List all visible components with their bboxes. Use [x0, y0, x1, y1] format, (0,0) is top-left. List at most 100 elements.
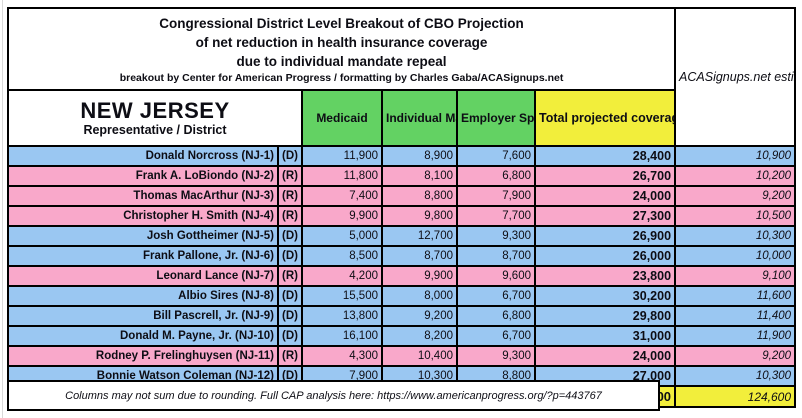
total-projected-cell: 24,000	[533, 345, 677, 367]
nj-cbo-table: Congressional District Level Breakout of…	[6, 7, 797, 408]
sp-estimate-cell: 10,200	[674, 165, 797, 187]
total-projected-header: Total projected coverage reduction as of…	[533, 89, 677, 147]
employer-sponsored-cell: 7,700	[456, 205, 536, 227]
employer-sponsored-cell: 9,600	[456, 265, 536, 287]
medicaid-cell: 5,000	[301, 225, 383, 247]
medicaid-cell: 11,900	[301, 145, 383, 167]
rep-party-cell: (D)	[277, 305, 303, 327]
medicaid-header: Medicaid	[301, 89, 383, 147]
employer-sponsored-cell: 6,700	[456, 325, 536, 347]
rep-name-cell: Albio Sires (NJ-8)	[7, 285, 279, 307]
individual-market-cell: 9,900	[381, 265, 458, 287]
sp-estimate-cell: 9,200	[674, 185, 797, 207]
title-line-1: Congressional District Level Breakout of…	[159, 15, 524, 31]
individual-market-header: Individual Market Insurance	[381, 89, 458, 147]
total-projected-cell: 27,300	[533, 205, 677, 227]
total-projected-cell: 26,700	[533, 165, 677, 187]
rep-party-cell: (D)	[277, 245, 303, 267]
district-row: Thomas MacArthur (NJ-3) (R) 7,400 8,800 …	[7, 185, 797, 207]
sheet-gridline	[2, 0, 3, 418]
district-row: Leonard Lance (NJ-7) (R) 4,200 9,900 9,6…	[7, 265, 797, 287]
title-line-2: of net reduction in health insurance cov…	[195, 34, 488, 50]
total-projected-cell: 28,400	[533, 145, 677, 167]
district-row: Christopher H. Smith (NJ-4) (R) 9,900 9,…	[7, 205, 797, 227]
sp-estimate-cell: 11,600	[674, 285, 797, 307]
rep-name-cell: Donald Norcross (NJ-1)	[7, 145, 279, 167]
sp-estimate-cell: 10,300	[674, 365, 797, 387]
district-row: Josh Gottheimer (NJ-5) (D) 5,000 12,700 …	[7, 225, 797, 247]
sp-estimate-cell: 10,500	[674, 205, 797, 227]
rep-party-cell: (D)	[277, 145, 303, 167]
medicaid-cell: 15,500	[301, 285, 383, 307]
individual-market-cell: 8,000	[381, 285, 458, 307]
sp-estimate-cell: 10,000	[674, 245, 797, 267]
individual-market-cell: 9,200	[381, 305, 458, 327]
medicaid-cell: 13,800	[301, 305, 383, 327]
total-projected-cell: 29,800	[533, 305, 677, 327]
sp-estimate-cell: 11,400	[674, 305, 797, 327]
table-title: Congressional District Level Breakout of…	[6, 7, 677, 91]
individual-market-cell: 8,800	[381, 185, 458, 207]
medicaid-cell: 8,500	[301, 245, 383, 267]
rep-party-cell: (R)	[277, 345, 303, 367]
individual-market-cell: 9,800	[381, 205, 458, 227]
title-byline: breakout by Center for American Progress…	[119, 71, 564, 84]
rep-name-cell: Josh Gottheimer (NJ-5)	[7, 225, 279, 247]
sp-estimate-cell: 10,300	[674, 225, 797, 247]
employer-sponsored-cell: 8,700	[456, 245, 536, 267]
rep-party-cell: (D)	[277, 325, 303, 347]
rep-name-cell: Donald M. Payne, Jr. (NJ-10)	[7, 325, 279, 347]
rep-party-cell: (R)	[277, 185, 303, 207]
employer-sponsored-cell: 7,600	[456, 145, 536, 167]
district-row: Frank Pallone, Jr. (NJ-6) (D) 8,500 8,70…	[7, 245, 797, 267]
rep-party-cell: (R)	[277, 165, 303, 187]
footer-note: Columns may not sum due to rounding. Ful…	[7, 380, 660, 411]
sp-estimate-cell: 10,900	[674, 145, 797, 167]
employer-sponsored-cell: 7,900	[456, 185, 536, 207]
state-subtitle: Representative / District	[83, 122, 227, 137]
rep-party-cell: (R)	[277, 265, 303, 287]
rep-party-cell: (D)	[277, 285, 303, 307]
rep-name-cell: Christopher H. Smith (NJ-4)	[7, 205, 279, 227]
title-line-3: due to individual mandate repeal	[236, 53, 447, 69]
total-projected-cell: 31,000	[533, 325, 677, 347]
state-header: NEW JERSEY Representative / District	[7, 89, 303, 147]
district-row: Rodney P. Frelinghuysen (NJ-11) (R) 4,30…	[7, 345, 797, 367]
district-row: Albio Sires (NJ-8) (D) 15,500 8,000 6,70…	[7, 285, 797, 307]
individual-market-cell: 10,400	[381, 345, 458, 367]
medicaid-cell: 7,400	[301, 185, 383, 207]
district-row: Donald M. Payne, Jr. (NJ-10) (D) 16,100 …	[7, 325, 797, 347]
individual-market-cell: 8,100	[381, 165, 458, 187]
rep-name-cell: Frank Pallone, Jr. (NJ-6)	[7, 245, 279, 267]
employer-sponsored-cell: 9,300	[456, 345, 536, 367]
individual-market-cell: 8,900	[381, 145, 458, 167]
rep-name-cell: Bill Pascrell, Jr. (NJ-9)	[7, 305, 279, 327]
employer-sponsored-cell: 6,800	[456, 165, 536, 187]
employer-sponsored-cell: 9,300	[456, 225, 536, 247]
medicaid-cell: 11,800	[301, 165, 383, 187]
individual-market-cell: 8,200	[381, 325, 458, 347]
district-row: Donald Norcross (NJ-1) (D) 11,900 8,900 …	[7, 145, 797, 167]
state-name: NEW JERSEY	[80, 97, 230, 123]
district-row: Frank A. LoBiondo (NJ-2) (R) 11,800 8,10…	[7, 165, 797, 187]
rep-name-cell: Thomas MacArthur (NJ-3)	[7, 185, 279, 207]
total-projected-cell: 23,800	[533, 265, 677, 287]
rep-party-cell: (D)	[277, 225, 303, 247]
total-projected-cell: 24,000	[533, 185, 677, 207]
rep-name-cell: Rodney P. Frelinghuysen (NJ-11)	[7, 345, 279, 367]
rep-party-cell: (R)	[277, 205, 303, 227]
sp-estimate-cell: 9,100	[674, 265, 797, 287]
medicaid-cell: 4,300	[301, 345, 383, 367]
rep-name-cell: Frank A. LoBiondo (NJ-2)	[7, 165, 279, 187]
sp-estimate-header: ACASignups.net estimate of total project…	[674, 7, 797, 147]
total-projected-cell: 26,000	[533, 245, 677, 267]
district-row: Bill Pascrell, Jr. (NJ-9) (D) 13,800 9,2…	[7, 305, 797, 327]
total-projected-cell: 26,900	[533, 225, 677, 247]
individual-market-cell: 8,700	[381, 245, 458, 267]
total-sp-cell: 124,600	[674, 385, 797, 408]
table-body: Donald Norcross (NJ-1) (D) 11,900 8,900 …	[7, 145, 797, 387]
medicaid-cell: 4,200	[301, 265, 383, 287]
sp-estimate-cell: 11,900	[674, 325, 797, 347]
employer-sponsored-cell: 6,800	[456, 305, 536, 327]
medicaid-cell: 16,100	[301, 325, 383, 347]
